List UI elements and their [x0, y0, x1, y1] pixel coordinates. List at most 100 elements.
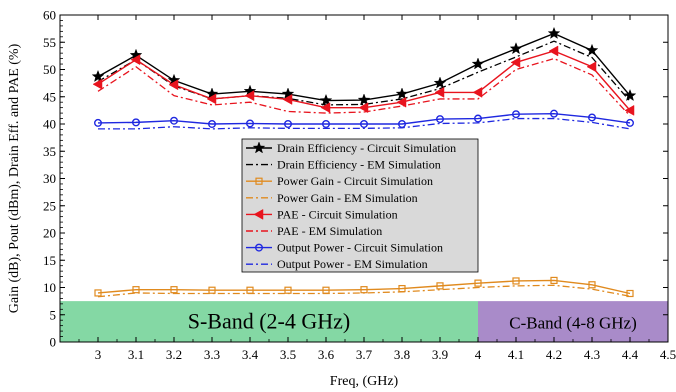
data-point	[246, 286, 254, 294]
x-tick-label: 4.2	[546, 347, 562, 362]
y-tick-label: 15	[43, 253, 56, 268]
y-tick-label: 5	[50, 307, 57, 322]
data-point	[510, 56, 521, 68]
y-tick-label: 25	[43, 198, 56, 213]
legend-entry-7: Output Power - EM Simulation	[277, 257, 428, 271]
data-point	[244, 90, 255, 102]
data-point	[169, 116, 178, 125]
data-point	[322, 286, 330, 294]
legend-entry-0: Drain Efficiency - Circuit Simulation	[277, 141, 456, 155]
data-point	[436, 282, 444, 290]
x-tick-label: 3.6	[318, 347, 335, 362]
data-point	[170, 286, 178, 294]
x-tick-label: 4.3	[584, 347, 600, 362]
data-point	[284, 286, 292, 294]
y-tick-label: 45	[43, 89, 56, 104]
data-point	[474, 279, 482, 287]
y-tick-label: 35	[43, 144, 56, 159]
data-point	[396, 96, 407, 108]
band-label-0: S-Band (2-4 GHz)	[188, 309, 351, 334]
data-point	[434, 86, 445, 98]
series-line-7	[98, 117, 631, 130]
legend-box	[241, 138, 479, 273]
series-line-6	[97, 112, 631, 125]
y-tick-label: 0	[50, 335, 57, 350]
x-tick-label: 3.7	[356, 347, 373, 362]
data-point	[252, 141, 266, 154]
data-point	[92, 78, 103, 90]
legend-entry-2: Power Gain - Circuit Simulation	[277, 174, 433, 188]
data-point	[395, 87, 409, 100]
y-tick-label: 20	[43, 226, 56, 241]
band-label-1: C-Band (4-8 GHz)	[509, 314, 636, 333]
data-point	[253, 208, 264, 220]
data-point	[398, 284, 406, 293]
series-markers	[91, 26, 637, 298]
legend-entry-4: PAE - Circuit Simulation	[277, 207, 398, 221]
x-tick-label: 3.8	[394, 347, 410, 362]
data-point	[398, 119, 407, 128]
data-point	[433, 76, 447, 89]
data-point	[319, 93, 333, 107]
data-point	[91, 69, 105, 83]
data-point	[320, 102, 331, 114]
data-point	[509, 42, 523, 55]
series-line-5	[97, 57, 631, 117]
x-tick-label: 3.3	[204, 347, 220, 362]
data-point	[550, 109, 559, 118]
data-point	[131, 118, 140, 127]
series-line-0	[97, 32, 631, 102]
data-point	[472, 86, 483, 98]
series-line-2	[97, 279, 631, 295]
data-point	[132, 286, 140, 294]
x-axis-label: Freq, (GHz)	[330, 374, 399, 389]
y-tick-label: 40	[43, 117, 56, 132]
data-point	[357, 93, 371, 106]
x-tick-label: 3.1	[128, 347, 144, 362]
legend-entry-1: Drain Efficiency - EM Simulation	[277, 158, 441, 172]
x-tick-label: 3.5	[280, 347, 296, 362]
data-point	[94, 289, 102, 297]
data-point	[471, 57, 485, 70]
y-tick-label: 60	[43, 8, 56, 23]
data-point	[254, 243, 263, 252]
y-axis-label: Gain (dB), Pout (dBm), Drain Eff. and PA…	[7, 43, 22, 313]
data-point	[512, 110, 521, 119]
data-point	[623, 88, 637, 102]
data-point	[624, 104, 635, 116]
x-tick-label: 4.4	[622, 347, 639, 362]
data-point	[586, 61, 597, 73]
legend-entry-6: Output Power - Circuit Simulation	[277, 241, 443, 255]
data-point	[548, 45, 559, 57]
x-tick-label: 3.4	[242, 347, 259, 362]
data-point	[360, 119, 369, 128]
data-point	[206, 93, 217, 105]
series-line-1	[97, 40, 631, 106]
y-tick-label: 30	[43, 171, 56, 186]
data-point	[585, 43, 599, 56]
y-tick-label: 50	[43, 62, 56, 77]
x-tick-label: 4.1	[508, 347, 524, 362]
band-region-1	[478, 301, 668, 342]
data-point	[168, 79, 179, 91]
data-point	[284, 119, 293, 128]
x-tick-label: 3.2	[166, 347, 182, 362]
data-point	[208, 286, 216, 294]
data-point	[282, 94, 293, 105]
data-point	[512, 277, 520, 285]
data-point	[360, 286, 368, 294]
x-tick-label: 3	[95, 347, 102, 362]
data-point	[550, 276, 558, 285]
data-point	[626, 289, 634, 298]
data-point	[130, 54, 141, 66]
data-point	[474, 114, 483, 123]
data-point	[322, 119, 331, 128]
data-point	[93, 118, 102, 127]
legend-entry-5: PAE - EM Simulation	[277, 224, 382, 238]
x-tick-label: 4	[475, 347, 482, 362]
y-tick-label: 55	[43, 35, 56, 50]
band-regions: S-Band (2-4 GHz) C-Band (4-8 GHz)	[60, 301, 668, 342]
data-point	[436, 115, 445, 124]
legend-entry-3: Power Gain - EM Simulation	[277, 191, 418, 205]
